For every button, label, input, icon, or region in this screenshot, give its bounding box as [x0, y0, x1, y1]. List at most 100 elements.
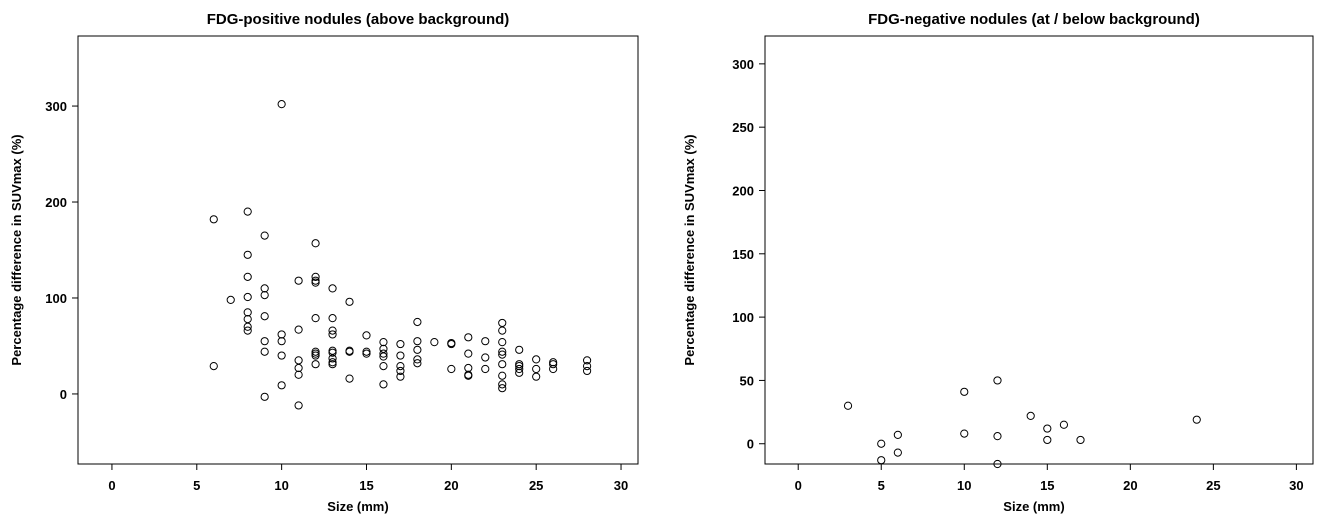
data-point — [260, 347, 269, 356]
data-point — [1076, 435, 1085, 445]
data-point — [582, 356, 592, 365]
data-point — [226, 295, 235, 305]
data-point — [277, 330, 286, 339]
x-tick-label: 10 — [274, 478, 288, 493]
data-point — [277, 351, 286, 360]
y-tick-label: 150 — [732, 247, 754, 262]
x-tick-label: 15 — [359, 478, 373, 493]
data-point — [413, 345, 422, 354]
data-point — [413, 359, 422, 368]
data-point — [328, 348, 337, 357]
data-point — [893, 430, 902, 439]
data-point — [464, 371, 473, 380]
y-axis: 0 50 100 150 200 250 300 — [732, 57, 765, 452]
data-point — [498, 347, 507, 356]
data-point — [379, 352, 388, 361]
plot-frame — [764, 35, 1314, 465]
data-point — [277, 381, 286, 390]
data-point — [311, 314, 320, 323]
data-point — [260, 291, 269, 300]
data-point — [464, 349, 473, 358]
data-point — [209, 215, 218, 224]
data-point — [362, 349, 371, 358]
data-point — [345, 297, 354, 306]
x-tick-label: 20 — [1123, 478, 1137, 493]
data-point — [311, 360, 320, 369]
data-point — [993, 459, 1002, 469]
data-point — [311, 351, 320, 360]
data-point — [345, 374, 354, 383]
data-point — [993, 376, 1002, 385]
data-point — [260, 284, 269, 293]
data-point — [260, 337, 269, 346]
y-tick-label: 50 — [740, 373, 754, 388]
data-points — [209, 100, 592, 410]
data-point — [1026, 411, 1035, 420]
data-point — [532, 355, 541, 364]
data-point — [328, 314, 337, 323]
data-point — [294, 356, 303, 365]
data-point — [1192, 415, 1201, 424]
data-point — [993, 432, 1002, 441]
data-point — [243, 322, 252, 331]
y-tick-label: 200 — [732, 183, 754, 198]
data-point — [464, 363, 473, 373]
data-point — [582, 362, 592, 371]
data-point — [277, 337, 286, 346]
data-point — [311, 278, 320, 287]
data-point — [498, 338, 507, 347]
data-point — [549, 364, 558, 374]
data-point — [413, 337, 422, 346]
x-tick-label: 25 — [529, 478, 543, 493]
data-point — [877, 456, 886, 465]
x-tick-label: 0 — [108, 478, 115, 493]
data-point — [498, 318, 507, 328]
data-point — [294, 363, 303, 373]
data-point — [532, 372, 541, 381]
data-point — [1043, 435, 1052, 445]
data-point — [260, 231, 269, 240]
panel-fdg-positive: FDG-positive nodules (above background) … — [9, 11, 639, 514]
data-point — [294, 370, 303, 379]
data-point — [877, 439, 886, 448]
data-point — [481, 337, 490, 346]
panel-fdg-negative: FDG-negative nodules (at / below backgro… — [682, 11, 1314, 514]
data-point — [243, 292, 252, 302]
data-points — [843, 376, 1201, 469]
data-point — [379, 338, 388, 347]
data-point — [447, 364, 456, 374]
data-point — [498, 380, 507, 389]
data-point — [209, 362, 218, 371]
x-tick-label: 5 — [878, 478, 885, 493]
x-tick-label: 0 — [795, 478, 802, 493]
data-point — [498, 360, 507, 369]
data-point — [311, 272, 320, 281]
data-point — [498, 350, 507, 359]
x-axis-label: Size (mm) — [327, 499, 388, 514]
x-tick-label: 20 — [444, 478, 458, 493]
data-point — [260, 392, 269, 401]
data-point — [481, 353, 490, 362]
data-point — [328, 326, 337, 335]
data-point — [893, 448, 902, 457]
data-point — [311, 239, 320, 248]
x-tick-label: 30 — [1289, 478, 1303, 493]
data-point — [549, 360, 558, 369]
data-point — [396, 339, 405, 349]
data-point — [1059, 420, 1069, 429]
x-axis-label: Size (mm) — [1003, 499, 1064, 514]
chart-title: FDG-negative nodules (at / below backgro… — [868, 11, 1200, 28]
data-point — [960, 429, 969, 438]
data-point — [243, 250, 252, 259]
data-point — [243, 326, 252, 335]
data-point — [396, 366, 405, 376]
data-point — [328, 354, 337, 363]
data-point — [498, 384, 507, 393]
data-point — [260, 312, 269, 321]
data-point — [515, 368, 524, 377]
data-point — [243, 314, 252, 324]
data-point — [396, 372, 405, 381]
plot-frame — [77, 35, 639, 465]
data-point — [481, 364, 490, 374]
